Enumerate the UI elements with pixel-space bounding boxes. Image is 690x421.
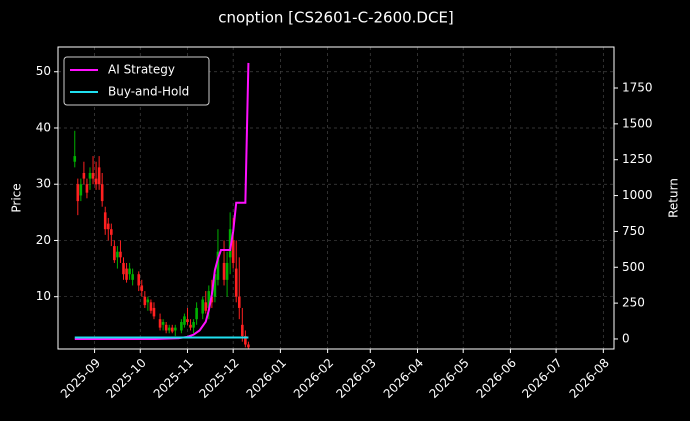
plot-frame xyxy=(57,46,615,350)
candle-body xyxy=(225,262,229,280)
legend: AI Strategy Buy-and-Hold xyxy=(63,56,210,106)
candle-body xyxy=(204,302,208,311)
candle-body xyxy=(152,307,156,317)
candle-body xyxy=(119,251,122,258)
candle-body xyxy=(110,229,113,235)
x-tick-label: 2026-06 xyxy=(474,356,519,401)
candle-body xyxy=(125,268,128,280)
candle-body xyxy=(79,184,83,196)
candle-body xyxy=(146,299,150,303)
y-tick-label: 10 xyxy=(36,289,51,303)
candle-body xyxy=(106,223,110,230)
y2-tick-label: 0 xyxy=(622,331,630,345)
candle-body xyxy=(192,322,195,328)
candle-body xyxy=(244,336,247,345)
x-tick-label: 2025-11 xyxy=(151,356,196,401)
candle-body xyxy=(88,172,92,179)
y-tick-label: 40 xyxy=(36,120,51,134)
candle-body xyxy=(216,251,220,280)
candle-body xyxy=(100,184,104,202)
candle-body xyxy=(76,184,80,202)
y2-tick-label: 1750 xyxy=(622,81,653,95)
candle-body xyxy=(213,274,217,297)
candle-body xyxy=(201,299,205,314)
candle-body xyxy=(164,324,168,331)
candle-body xyxy=(149,302,153,311)
candle-body xyxy=(173,327,177,331)
candle-body xyxy=(231,240,235,263)
x-tick-label: 2026-08 xyxy=(567,356,612,401)
candle-body xyxy=(167,327,171,331)
candle-body xyxy=(128,268,131,275)
y2-tick-label: 1500 xyxy=(622,116,653,130)
x-tick-label: 2026-01 xyxy=(244,356,289,401)
candle-body xyxy=(222,262,226,280)
x-tick-label: 2026-04 xyxy=(381,356,426,401)
x-tick-label: 2026-07 xyxy=(519,356,564,401)
candle-body xyxy=(234,268,238,297)
legend-box xyxy=(63,56,210,106)
candle-body xyxy=(195,307,198,320)
candle-body xyxy=(186,319,189,323)
candle-body xyxy=(170,327,174,332)
y-tick-label: 50 xyxy=(36,64,51,78)
legend-label: AI Strategy xyxy=(108,63,175,77)
candle-body xyxy=(73,156,77,162)
candle-body xyxy=(228,229,232,258)
candle-body xyxy=(82,172,86,179)
legend-label: Buy-and-Hold xyxy=(108,85,189,99)
y-axis-label: Price xyxy=(10,183,24,212)
y-tick-label: 20 xyxy=(36,233,51,247)
y2-tick-label: 1000 xyxy=(622,188,653,202)
candle-body xyxy=(137,274,141,286)
y2-tick-label: 1250 xyxy=(622,152,653,166)
chart-title: cnoption [CS2601-C-2600.DCE] xyxy=(218,9,454,27)
candle-body xyxy=(189,324,192,328)
candle-body xyxy=(183,316,186,325)
candle-body xyxy=(131,274,134,280)
candle-body xyxy=(241,324,244,337)
candle-body xyxy=(113,246,116,261)
candle-body xyxy=(85,184,89,193)
candle-body xyxy=(180,322,183,331)
candle-body xyxy=(116,251,119,258)
x-tick-label: 2025-09 xyxy=(58,356,103,401)
x-tick-label: 2026-05 xyxy=(426,356,471,401)
x-tick-label: 2026-03 xyxy=(334,356,379,401)
candle-body xyxy=(161,322,165,325)
y2-tick-label: 500 xyxy=(622,260,645,274)
y-tick-label: 30 xyxy=(36,177,51,191)
candle-body xyxy=(143,296,147,306)
candle-body xyxy=(140,285,144,292)
candle-body xyxy=(122,262,125,275)
y2-tick-label: 750 xyxy=(622,224,645,238)
candle-body xyxy=(103,212,107,230)
candle-body xyxy=(94,178,98,185)
candle-body xyxy=(247,344,250,348)
candle-body xyxy=(97,167,101,185)
x-tick-label: 2025-12 xyxy=(196,356,241,401)
y2-axis-label: Return xyxy=(667,178,681,218)
x-tick-label: 2025-10 xyxy=(103,356,148,401)
candle-body xyxy=(158,319,162,328)
x-tick-label: 2026-02 xyxy=(291,356,336,401)
y2-tick-label: 250 xyxy=(622,296,645,310)
candle-body xyxy=(207,291,211,308)
candle-body xyxy=(91,172,95,179)
candle-body xyxy=(237,296,241,308)
